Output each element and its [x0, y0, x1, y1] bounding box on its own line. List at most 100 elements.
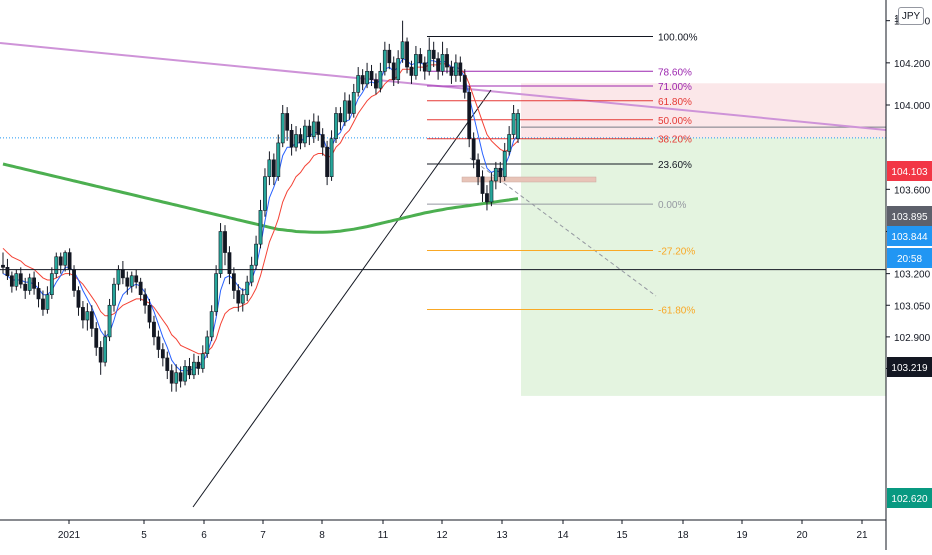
candle-body	[471, 138, 476, 161]
fib-level-label: 78.60%	[658, 67, 692, 78]
candle-body	[271, 159, 276, 177]
price-tick-label: 102.900	[894, 333, 931, 344]
candle-body	[143, 294, 147, 306]
candle-body	[342, 100, 347, 123]
price-tag-box	[887, 357, 932, 377]
price-tick-label: 1	[894, 14, 900, 25]
candle-body	[5, 267, 10, 277]
candle-body	[209, 311, 214, 338]
candle-body	[289, 129, 294, 148]
candle-body	[227, 252, 232, 274]
candle-body	[205, 336, 210, 355]
candle-body	[236, 290, 241, 304]
candle-body	[294, 134, 298, 148]
candle-body	[507, 134, 512, 152]
candle-body	[311, 121, 316, 137]
candle-body	[72, 269, 76, 291]
fib-level-label: 61.80%	[658, 97, 692, 108]
price-tick-label: 103.200	[894, 270, 931, 281]
time-tick-label: 8	[319, 530, 325, 541]
price-tag-box	[887, 226, 932, 246]
candle-body	[214, 273, 219, 312]
candle-body	[378, 70, 383, 89]
candle-body	[178, 372, 183, 382]
fib-level-label: 50.00%	[658, 116, 692, 127]
candle-body	[480, 176, 485, 194]
candle-body	[400, 41, 405, 59]
price-tag-box	[887, 206, 932, 226]
candle-body	[391, 62, 396, 81]
candle-body	[285, 113, 290, 131]
candle-body	[1, 264, 5, 268]
time-tick-label: 11	[378, 530, 389, 541]
candle-body	[516, 113, 520, 140]
candle-body	[85, 311, 90, 321]
candle-body	[254, 243, 258, 266]
candle-body	[134, 275, 139, 283]
candle-body	[183, 366, 187, 382]
price-tag-label: 103.895	[891, 212, 928, 223]
time-tick-label: 2021	[58, 530, 81, 541]
candle-body	[360, 75, 365, 85]
candle-body	[334, 113, 338, 140]
candle-body	[493, 167, 498, 182]
ma-mid-line	[2, 62, 519, 355]
candle-body	[36, 288, 41, 300]
stop-zone	[521, 83, 886, 138]
candle-body	[116, 269, 121, 285]
candle-body	[440, 54, 445, 72]
candle-body	[94, 328, 99, 348]
candle-body	[356, 75, 361, 93]
time-tick-label: 21	[856, 530, 868, 541]
time-tick-label: 19	[736, 530, 748, 541]
candle-body	[223, 231, 227, 253]
candle-body	[320, 134, 325, 148]
price-tags: 104.103 103.895 103.844 20:58 103.219 102.620	[887, 161, 932, 508]
candle-body	[81, 307, 85, 321]
candle-body	[502, 151, 507, 177]
price-tag-box	[887, 161, 932, 181]
currency-badge[interactable]: JPY	[898, 7, 924, 25]
candle-body	[231, 273, 236, 291]
time-tick-label: 5	[141, 530, 147, 541]
candle-body	[63, 252, 68, 266]
candle-body	[338, 113, 343, 123]
price-tag-label: 104.103	[891, 167, 928, 178]
price-tag-label: 103.219	[891, 363, 928, 374]
candle-body	[458, 62, 463, 76]
candle-body	[485, 193, 489, 203]
candle-body	[369, 70, 374, 81]
candle-body	[9, 275, 14, 287]
candle-body	[374, 79, 378, 89]
price-tag-label: 102.620	[891, 494, 928, 505]
fib-level-label: 71.00%	[658, 82, 692, 93]
candle-body	[245, 281, 250, 296]
candle-body	[107, 304, 112, 338]
candle-body	[23, 283, 28, 291]
candle-body	[347, 100, 352, 114]
candle-body	[511, 113, 516, 135]
candle-body	[325, 146, 330, 177]
candle-body	[449, 66, 454, 76]
candle-body	[489, 180, 494, 203]
candle-body	[445, 54, 449, 68]
candle-body	[138, 281, 143, 296]
fib-retracement[interactable]: 100.00% 78.60% 71.00% 61.80% 50.00% 38.20% 23.…	[427, 32, 698, 316]
candle-body	[453, 62, 458, 76]
time-tick-label: 6	[201, 530, 207, 541]
price-tick-label: 104.200	[894, 59, 931, 70]
candle-body	[14, 273, 19, 287]
candle-body	[54, 256, 59, 274]
candle-body	[418, 54, 423, 64]
candle-body	[405, 41, 409, 68]
candle-body	[462, 75, 467, 93]
candle-body	[436, 58, 441, 72]
candle-body	[298, 134, 303, 144]
price-tick-label: 103.050	[894, 301, 931, 312]
candle-body	[316, 121, 321, 135]
candle-body	[249, 264, 254, 283]
candle-body	[267, 159, 272, 177]
candle-body	[307, 125, 312, 137]
